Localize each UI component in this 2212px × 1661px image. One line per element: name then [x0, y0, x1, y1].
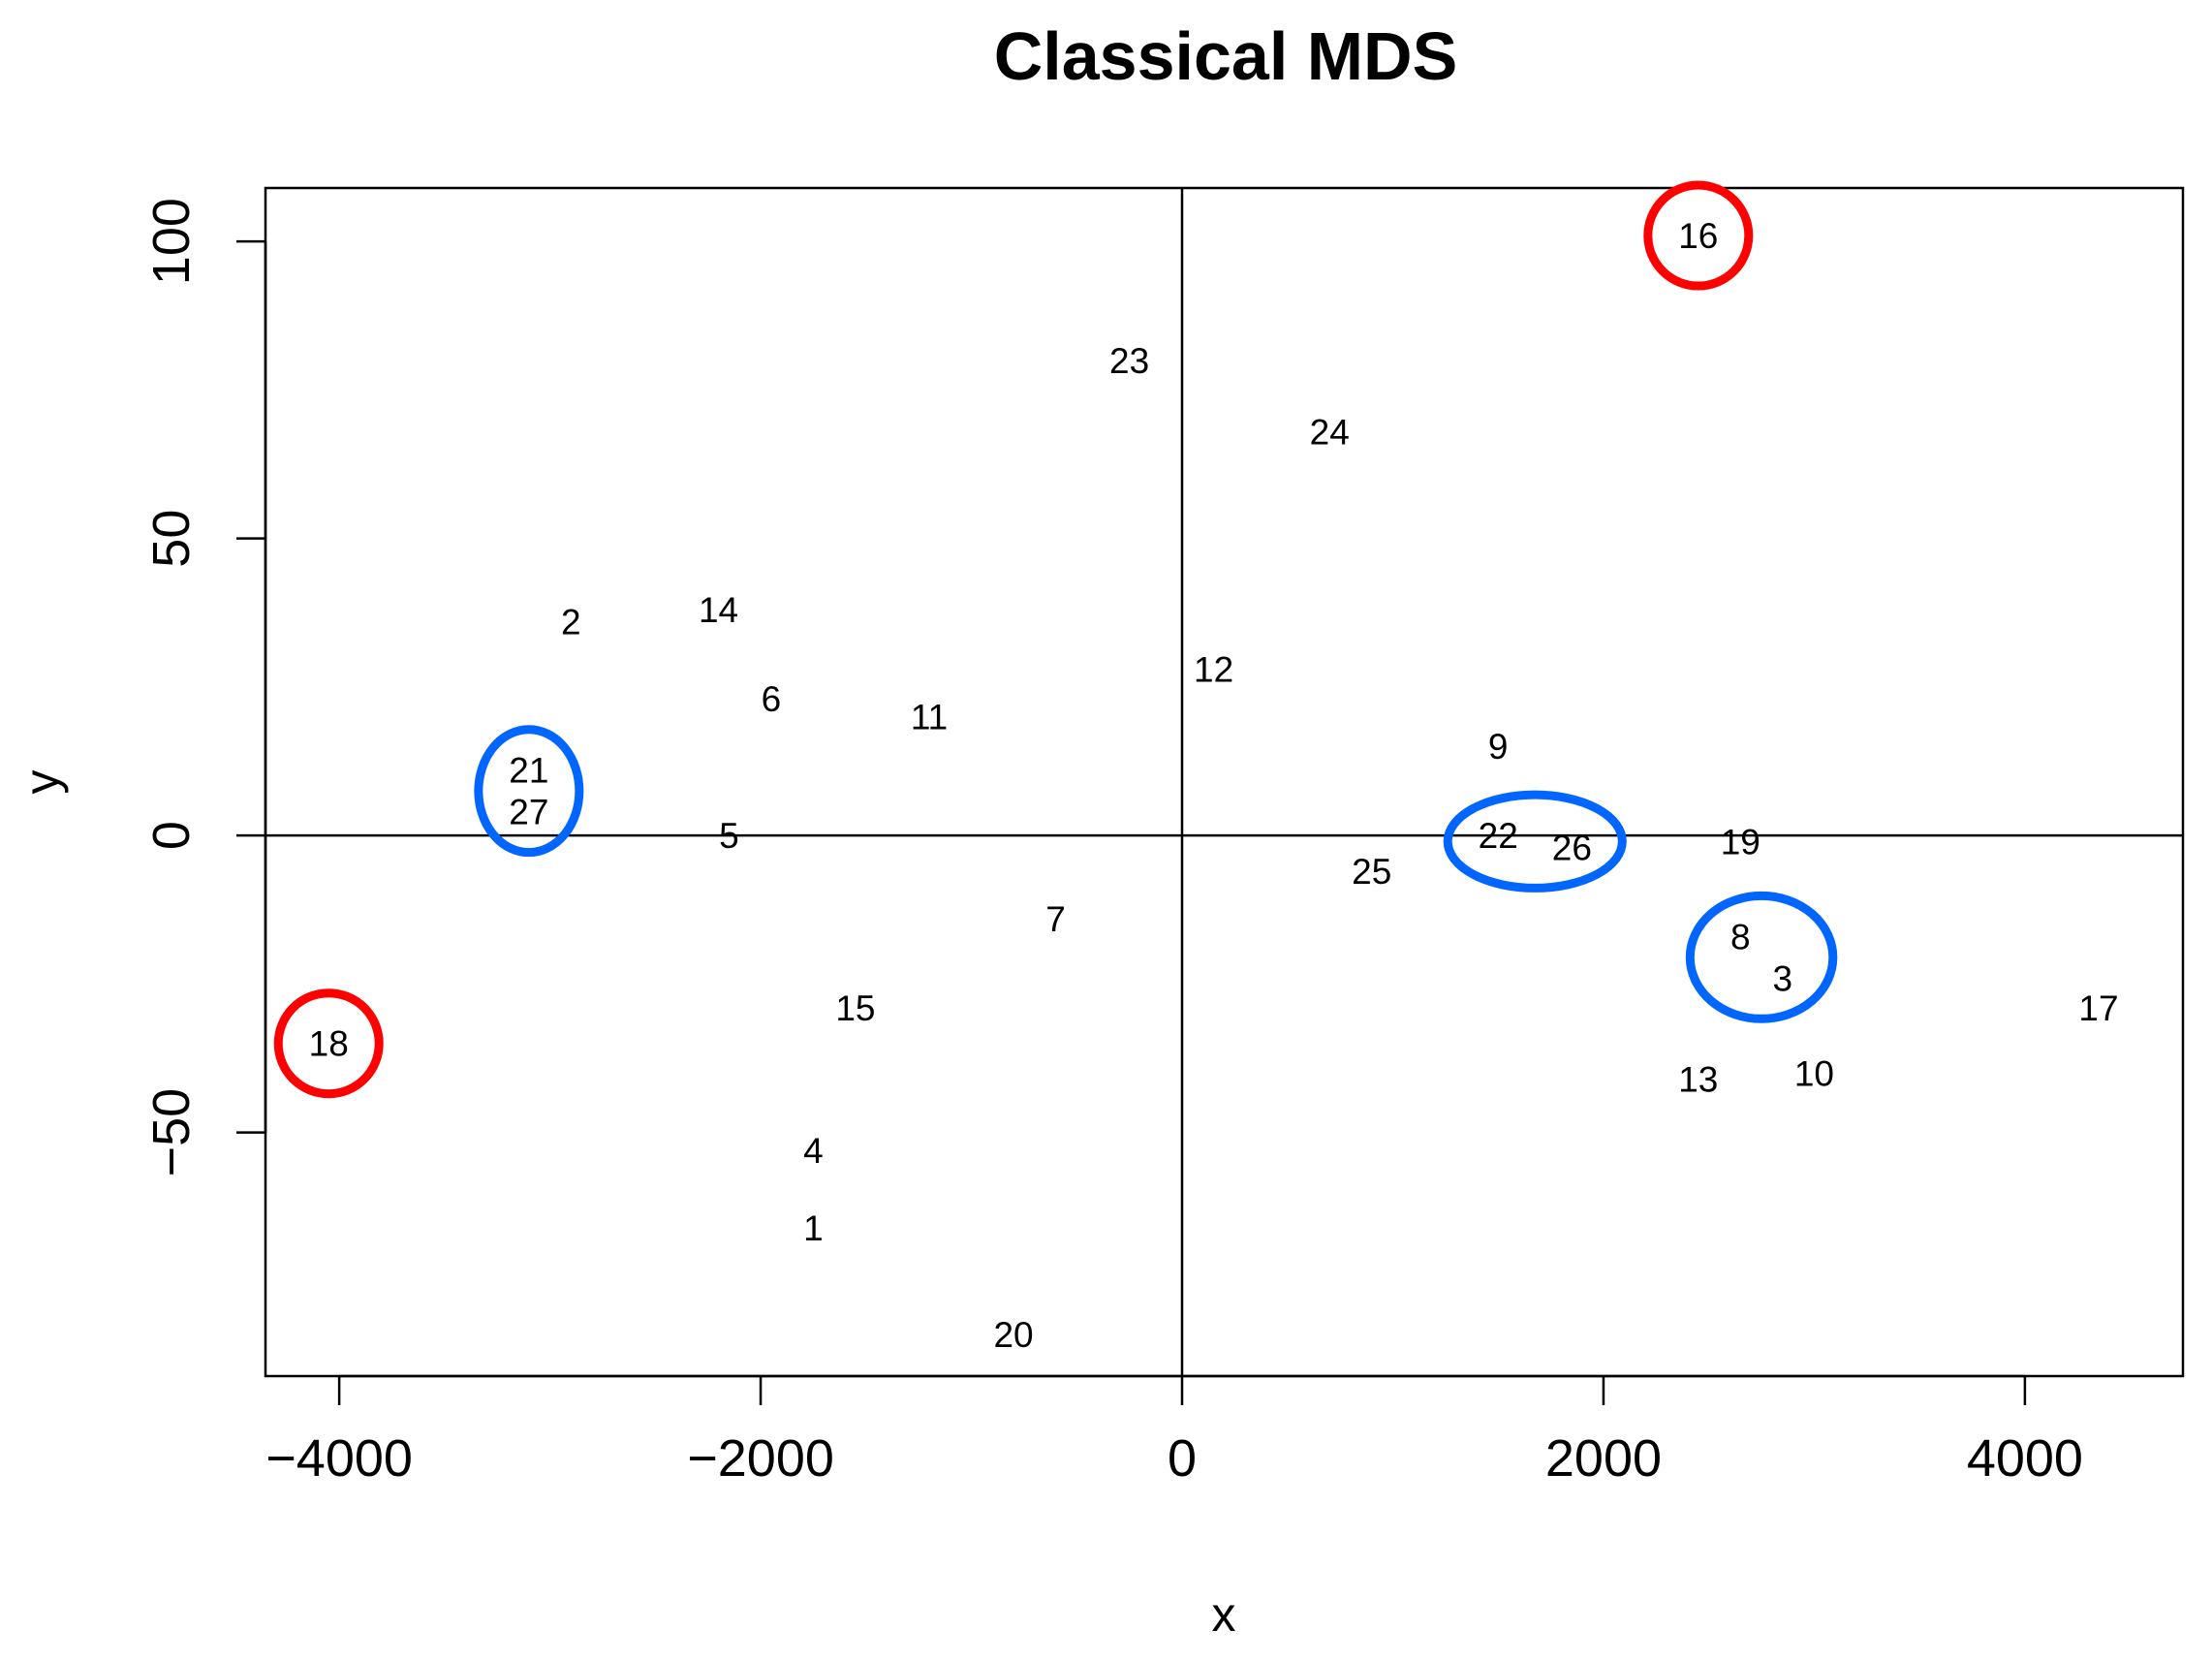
y-tick-label: 100 [142, 198, 201, 285]
point-label-22: 22 [1479, 816, 1518, 856]
point-label-13: 13 [1678, 1060, 1718, 1100]
highlight-circle-22-26 [1443, 790, 1627, 893]
point-label-27: 27 [509, 793, 548, 832]
x-tick-label: −4000 [265, 1429, 413, 1488]
plot-frame [264, 186, 2185, 1378]
point-label-6: 6 [762, 679, 782, 719]
point-label-14: 14 [699, 590, 738, 630]
point-label-21: 21 [509, 751, 548, 791]
point-label-18: 18 [309, 1024, 349, 1064]
chart-title: Classical MDS [994, 18, 1458, 94]
point-label-8: 8 [1730, 917, 1751, 956]
x-tick-label: 4000 [1967, 1429, 2083, 1488]
point-label-11: 11 [911, 698, 948, 737]
highlight-circle-21-27 [474, 725, 584, 858]
y-tick-label: 50 [142, 510, 201, 568]
point-label-4: 4 [803, 1131, 824, 1171]
point-label-10: 10 [1794, 1053, 1834, 1093]
point-label-16: 16 [1678, 216, 1718, 256]
point-label-12: 12 [1194, 650, 1233, 690]
point-label-26: 26 [1552, 828, 1592, 867]
x-tick-label: 2000 [1545, 1429, 1662, 1488]
highlight-circle-18 [273, 988, 384, 1099]
point-label-24: 24 [1310, 412, 1350, 452]
point-label-9: 9 [1488, 727, 1509, 767]
point-label-15: 15 [835, 988, 875, 1028]
point-label-7: 7 [1045, 899, 1066, 939]
x-axis-title: x [1212, 1587, 1236, 1642]
point-label-5: 5 [719, 816, 739, 856]
highlight-circle-8-3 [1685, 891, 1838, 1023]
highlight-circle-16 [1643, 180, 1754, 291]
point-label-17: 17 [2078, 988, 2118, 1028]
point-label-2: 2 [561, 602, 581, 642]
point-label-20: 20 [993, 1315, 1033, 1355]
point-label-25: 25 [1352, 852, 1391, 892]
y-axis-title: y [15, 770, 69, 795]
point-label-19: 19 [1721, 822, 1760, 862]
x-tick-label: 0 [1168, 1429, 1197, 1488]
point-label-1: 1 [803, 1208, 824, 1248]
y-tick-label: 0 [142, 821, 201, 850]
point-label-3: 3 [1773, 958, 1793, 998]
y-tick-label: −50 [142, 1088, 201, 1177]
x-tick-label: −2000 [687, 1429, 834, 1488]
point-label-23: 23 [1109, 341, 1149, 381]
